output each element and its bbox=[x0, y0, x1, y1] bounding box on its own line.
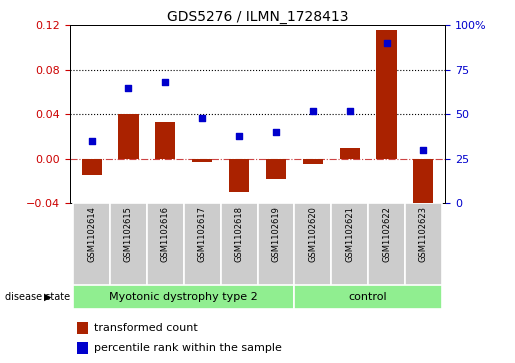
Bar bbox=[376, 30, 397, 159]
Bar bbox=[413, 159, 434, 209]
Text: GSM1102622: GSM1102622 bbox=[382, 206, 391, 262]
Bar bbox=[339, 148, 360, 159]
Point bbox=[161, 79, 169, 85]
Bar bbox=[303, 159, 323, 164]
Bar bbox=[147, 203, 184, 285]
Bar bbox=[81, 159, 102, 175]
Bar bbox=[73, 203, 110, 285]
Point bbox=[346, 108, 354, 114]
Text: Myotonic dystrophy type 2: Myotonic dystrophy type 2 bbox=[109, 292, 258, 302]
Text: percentile rank within the sample: percentile rank within the sample bbox=[94, 343, 282, 353]
Text: transformed count: transformed count bbox=[94, 323, 198, 333]
Bar bbox=[73, 285, 295, 309]
Point bbox=[308, 108, 317, 114]
Text: disease state: disease state bbox=[5, 292, 70, 302]
Text: GSM1102623: GSM1102623 bbox=[419, 206, 428, 262]
Bar bbox=[295, 285, 442, 309]
Text: GSM1102618: GSM1102618 bbox=[234, 206, 244, 262]
Bar bbox=[405, 203, 442, 285]
Text: GSM1102620: GSM1102620 bbox=[308, 206, 317, 262]
Point bbox=[382, 40, 390, 46]
Bar bbox=[184, 203, 220, 285]
Point bbox=[198, 115, 207, 121]
Text: GSM1102616: GSM1102616 bbox=[161, 206, 170, 262]
Point bbox=[125, 85, 133, 91]
Title: GDS5276 / ILMN_1728413: GDS5276 / ILMN_1728413 bbox=[167, 11, 348, 24]
Bar bbox=[110, 203, 147, 285]
Point bbox=[272, 129, 280, 135]
Bar bbox=[266, 159, 286, 179]
Text: GSM1102614: GSM1102614 bbox=[87, 206, 96, 262]
Point bbox=[88, 138, 96, 144]
Bar bbox=[331, 203, 368, 285]
Point bbox=[235, 133, 243, 139]
Text: GSM1102617: GSM1102617 bbox=[198, 206, 207, 262]
Bar bbox=[77, 322, 89, 334]
Bar bbox=[258, 203, 295, 285]
Bar bbox=[192, 159, 212, 162]
Bar bbox=[155, 122, 176, 159]
Text: ▶: ▶ bbox=[44, 292, 52, 302]
Text: GSM1102615: GSM1102615 bbox=[124, 206, 133, 262]
Point bbox=[419, 147, 427, 153]
Bar bbox=[77, 342, 89, 354]
Bar bbox=[295, 203, 331, 285]
Bar bbox=[229, 159, 249, 192]
Bar bbox=[368, 203, 405, 285]
Text: control: control bbox=[349, 292, 387, 302]
Bar bbox=[220, 203, 258, 285]
Bar bbox=[118, 114, 139, 159]
Text: GSM1102621: GSM1102621 bbox=[345, 206, 354, 262]
Text: GSM1102619: GSM1102619 bbox=[271, 206, 281, 262]
